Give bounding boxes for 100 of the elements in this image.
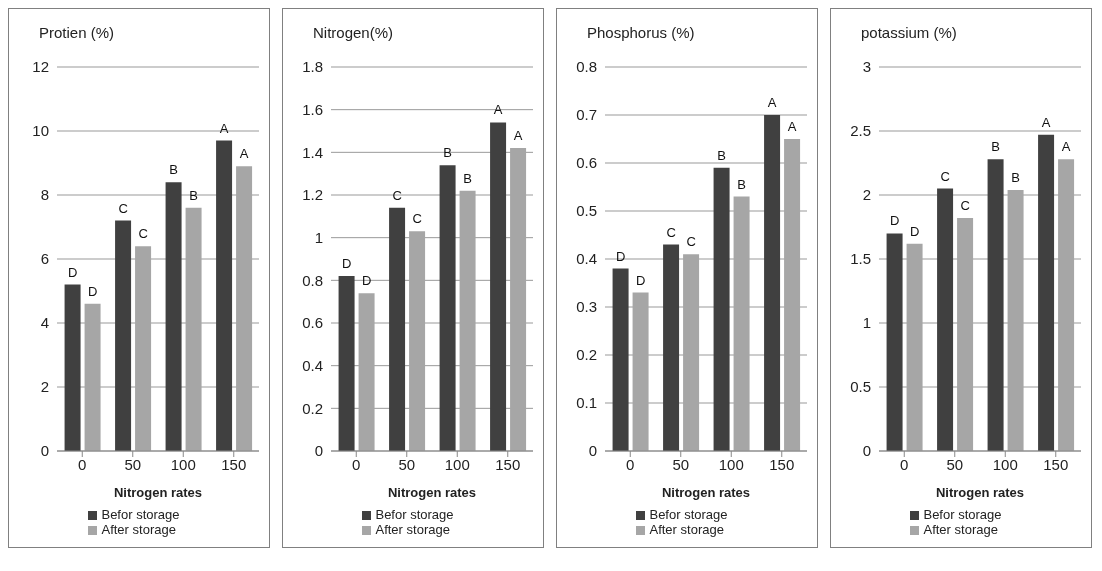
x-axis-title: Nitrogen rates	[387, 485, 477, 500]
data-label: C	[960, 198, 970, 214]
bar	[713, 167, 730, 451]
chart-title: Nitrogen(%)	[312, 23, 395, 43]
data-label: B	[1011, 169, 1020, 185]
y-tick-label: 0	[862, 442, 871, 460]
bar	[338, 276, 355, 451]
data-label: C	[118, 200, 128, 216]
y-tick-label: 0.4	[576, 250, 597, 268]
y-tick-label: 0.1	[576, 394, 597, 412]
legend-label: After storage	[649, 522, 724, 537]
y-tick-label: 1	[314, 228, 323, 246]
y-tick-label: 6	[40, 250, 49, 268]
data-label: C	[666, 224, 676, 240]
y-tick-label: 0.6	[302, 314, 323, 332]
bar	[663, 244, 680, 451]
x-tick-label: 100	[992, 455, 1018, 473]
y-tick-label: 0.5	[576, 202, 597, 220]
x-tick-label: 150	[769, 455, 795, 473]
bar	[1038, 134, 1055, 451]
legend-label: Befor storage	[649, 507, 728, 522]
x-axis-title: Nitrogen rates	[661, 485, 751, 500]
bar	[764, 115, 781, 451]
y-tick-label: 1.4	[302, 143, 323, 161]
y-tick-label: 0.4	[302, 356, 323, 374]
data-label: D	[889, 213, 900, 229]
x-tick-label: 50	[946, 455, 964, 473]
data-label: C	[412, 211, 422, 227]
y-tick-label: 8	[40, 186, 49, 204]
legend-label: After storage	[375, 522, 450, 537]
chart-title: Protien (%)	[38, 23, 116, 43]
x-tick-label: 100	[444, 455, 470, 473]
data-label: C	[138, 226, 148, 242]
bar	[957, 218, 974, 451]
data-label: B	[991, 139, 1000, 155]
x-tick-label: 100	[718, 455, 744, 473]
bar	[216, 140, 233, 451]
data-label: D	[635, 272, 646, 288]
bar	[612, 268, 629, 451]
legend-label: Befor storage	[101, 507, 180, 522]
y-tick-label: 0.6	[576, 154, 597, 172]
legend-label: Befor storage	[375, 507, 454, 522]
y-tick-label: 0	[40, 442, 49, 460]
y-tick-label: 0.8	[576, 58, 597, 76]
bar	[84, 303, 101, 451]
x-axis-title: Nitrogen rates	[935, 485, 1025, 500]
x-tick-label: 50	[398, 455, 416, 473]
x-tick-label: 50	[124, 455, 142, 473]
x-tick-label: 50	[672, 455, 690, 473]
y-tick-label: 4	[40, 314, 49, 332]
data-label: A	[513, 128, 523, 144]
legend-label: After storage	[101, 522, 176, 537]
data-label: A	[1061, 139, 1071, 155]
data-label: D	[87, 283, 98, 299]
y-tick-label: 1.5	[850, 250, 871, 268]
chart-title: potassium (%)	[860, 23, 958, 43]
data-label: D	[909, 223, 920, 239]
bar	[987, 159, 1004, 451]
bar	[358, 293, 375, 451]
data-label: A	[787, 119, 797, 134]
bar	[389, 207, 406, 451]
data-label: A	[239, 146, 249, 162]
bar	[490, 122, 507, 451]
data-label: C	[686, 234, 696, 250]
data-label: A	[219, 120, 229, 136]
bar	[409, 231, 426, 451]
y-tick-label: 0.2	[576, 346, 597, 364]
bar	[906, 243, 923, 451]
bar	[135, 246, 152, 451]
y-tick-label: 0.2	[302, 399, 323, 417]
y-tick-label: 12	[32, 58, 49, 76]
y-tick-label: 1.8	[302, 58, 323, 76]
chart-title: Phosphorus (%)	[586, 23, 696, 43]
data-label: B	[169, 162, 178, 178]
bar	[510, 148, 527, 451]
x-tick-label: 150	[495, 455, 521, 473]
y-tick-label: 0	[314, 442, 323, 460]
y-tick-label: 0.5	[850, 378, 871, 396]
bar	[733, 196, 750, 451]
data-label: C	[940, 168, 950, 184]
bar	[1058, 159, 1075, 451]
y-tick-label: 0	[588, 442, 597, 460]
y-tick-label: 3	[862, 58, 871, 76]
bar	[185, 207, 202, 451]
y-tick-label: 10	[32, 122, 49, 140]
y-tick-label: 0.7	[576, 106, 597, 124]
bar	[64, 284, 81, 451]
x-tick-label: 150	[221, 455, 247, 473]
data-label: B	[189, 187, 198, 203]
y-tick-label: 1	[862, 314, 871, 332]
data-label: D	[341, 256, 352, 272]
data-label: D	[361, 273, 372, 289]
data-label: A	[493, 102, 503, 118]
y-tick-label: 1.6	[302, 100, 323, 118]
x-tick-label: 0	[900, 455, 909, 473]
data-label: D	[67, 264, 78, 280]
bar	[1007, 189, 1024, 451]
x-tick-label: 0	[626, 455, 635, 473]
data-label: B	[717, 147, 726, 163]
data-label: D	[615, 248, 626, 264]
